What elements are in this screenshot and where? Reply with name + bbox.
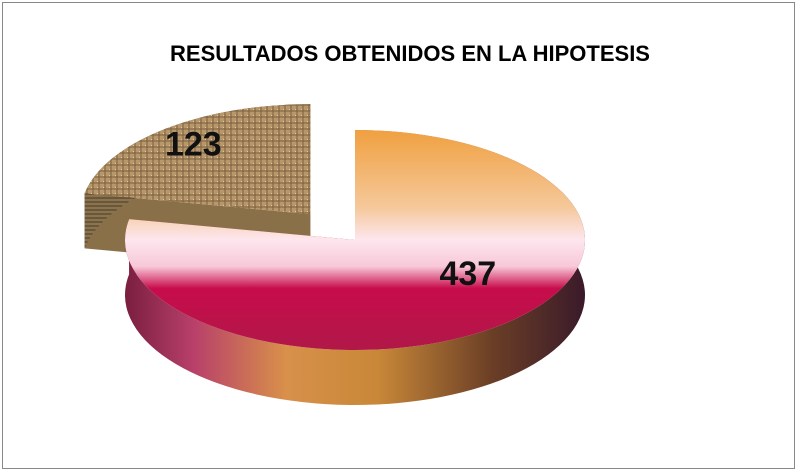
chart-title: RESULTADOS OBTENIDOS EN LA HIPOTESIS [170,41,650,66]
pie-slice [84,104,311,215]
pie-slice [125,130,585,351]
value-label: 437 [439,255,496,293]
value-label: 123 [165,125,222,163]
